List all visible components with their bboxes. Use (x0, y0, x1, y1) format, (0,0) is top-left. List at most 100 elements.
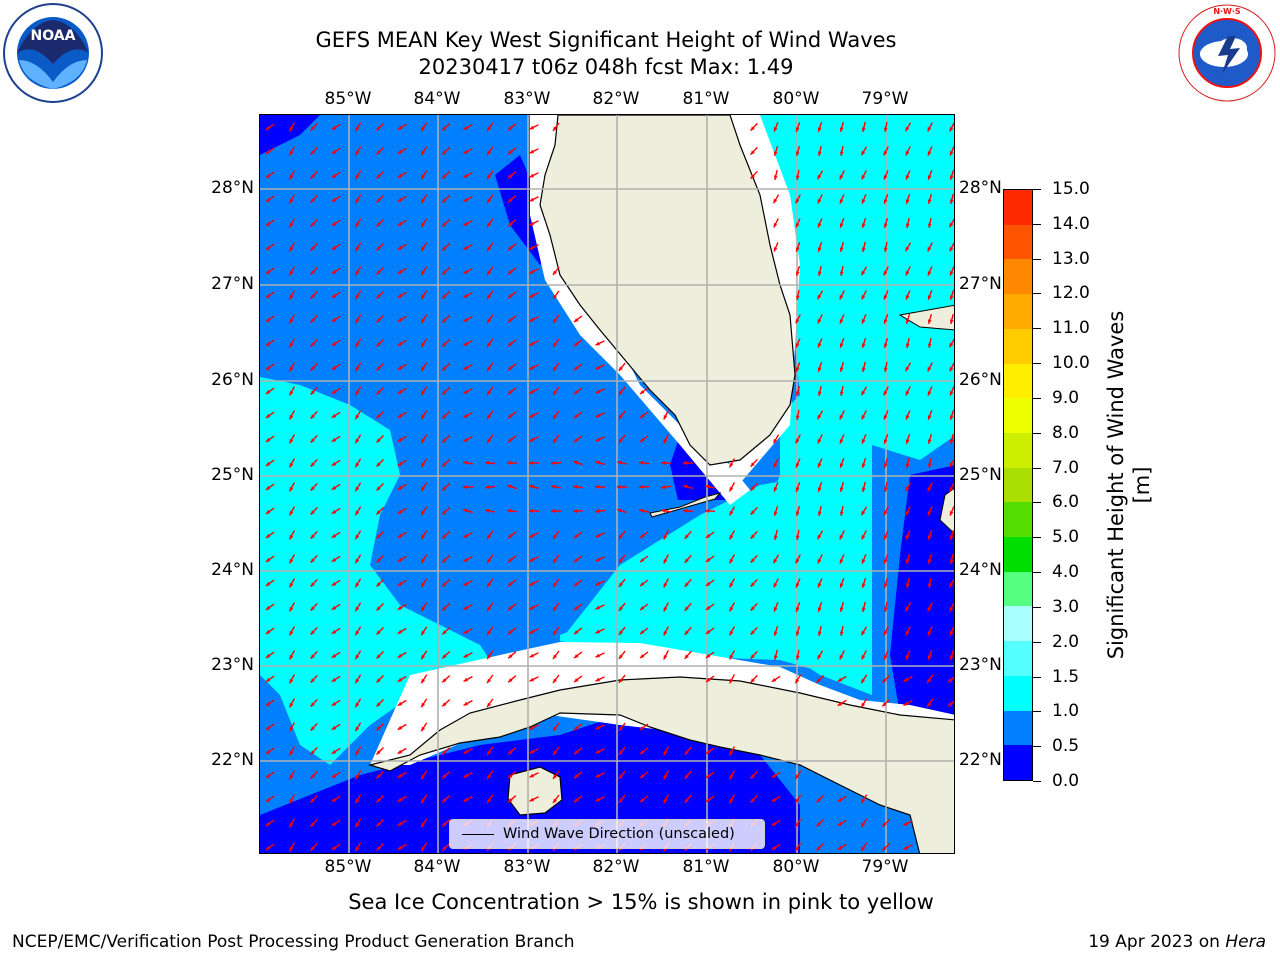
wave-direction-arrow (861, 290, 867, 300)
wave-direction-arrow (288, 122, 296, 132)
wave-direction-arrow (529, 436, 539, 442)
wave-direction-arrow (927, 217, 932, 229)
wave-direction-arrow (795, 194, 801, 204)
wave-direction-arrow (528, 509, 540, 513)
lat-label-right-24n: 24°N (959, 560, 1002, 580)
wave-direction-arrow (397, 339, 407, 347)
wave-direction-arrow (310, 194, 318, 204)
wave-direction-arrow (310, 698, 318, 708)
wave-direction-arrow (376, 819, 384, 827)
wave-direction-arrow (354, 386, 362, 396)
wave-direction-arrow (949, 386, 954, 396)
wave-direction-arrow (927, 650, 933, 660)
wave-direction-arrow (354, 314, 362, 324)
wave-direction-arrow (595, 676, 605, 682)
wave-direction-arrow (265, 123, 275, 131)
wave-direction-arrow (354, 554, 362, 564)
sea-ice-note: Sea Ice Concentration > 15% is shown in … (348, 890, 934, 914)
wave-direction-arrow (529, 316, 539, 322)
wave-direction-arrow (310, 146, 318, 156)
wave-direction-arrow (331, 555, 341, 563)
wave-direction-arrow (265, 843, 275, 851)
wave-direction-arrow (420, 434, 428, 444)
colorbar-tick-label: 5.0 (1052, 527, 1080, 548)
wave-direction-arrow (441, 699, 451, 707)
wave-direction-arrow (420, 458, 428, 468)
lon-label-top-80w: 80°W (772, 89, 820, 109)
wave-direction-arrow (618, 554, 626, 564)
wave-direction-arrow (618, 722, 626, 732)
wave-direction-arrow (463, 555, 473, 563)
colorbar-tick-label: 0.0 (1052, 771, 1080, 791)
wave-direction-arrow (728, 578, 736, 588)
wave-direction-arrow (397, 435, 407, 443)
wave-direction-arrow (288, 362, 296, 372)
wave-direction-arrow (795, 338, 801, 348)
wave-direction-arrow (861, 434, 867, 444)
credit-host: Hera (1225, 932, 1266, 952)
wave-direction-arrow (663, 410, 669, 420)
wave-direction-arrow (817, 578, 823, 588)
wave-direction-arrow (265, 723, 275, 731)
wave-direction-arrow (618, 650, 626, 660)
wave-direction-arrow (927, 266, 933, 276)
wave-direction-arrow (288, 218, 296, 228)
wave-direction-arrow (486, 170, 494, 180)
wave-direction-arrow (441, 747, 451, 755)
wave-direction-arrow (881, 699, 891, 707)
wave-direction-arrow (861, 601, 866, 613)
field-0p0-0p5-nw (260, 115, 320, 155)
wave-direction-arrow (331, 699, 341, 707)
wave-direction-arrow (949, 529, 954, 541)
wave-direction-arrow (705, 747, 715, 755)
wave-direction-arrow (573, 315, 583, 323)
wave-direction-arrow (354, 482, 362, 492)
wave-direction-arrow (860, 794, 868, 804)
wave-direction-arrow (595, 436, 605, 442)
wave-direction-arrow (529, 796, 539, 802)
wave-direction-arrow (660, 461, 672, 465)
wave-direction-arrow (441, 315, 451, 323)
colorbar-tick-label: 8.0 (1052, 422, 1080, 443)
wave-direction-arrow (616, 460, 628, 465)
wave-direction-arrow (573, 363, 583, 371)
wave-direction-arrow (507, 795, 517, 803)
wave-direction-arrow (331, 219, 341, 227)
wave-direction-arrow (927, 386, 933, 396)
wave-direction-arrow (795, 578, 801, 588)
wave-direction-arrow (420, 410, 428, 420)
wave-direction-arrow (331, 651, 341, 659)
wave-direction-arrow (552, 722, 560, 732)
wave-direction-arrow (904, 122, 912, 132)
wave-direction-arrow (618, 770, 626, 780)
wave-direction-arrow (773, 169, 778, 181)
wave-direction-arrow (839, 242, 845, 252)
wave-direction-arrow (529, 244, 539, 250)
wave-direction-arrow (420, 818, 428, 828)
wave-direction-arrow (310, 722, 318, 732)
wave-direction-arrow (704, 484, 716, 489)
wave-direction-arrow (310, 386, 318, 396)
wave-direction-arrow (486, 626, 494, 636)
wave-direction-arrow (376, 507, 384, 515)
wave-direction-arrow (420, 794, 428, 804)
colorbar-segment (1004, 710, 1032, 746)
wave-direction-arrow (420, 626, 428, 636)
wave-direction-arrow (552, 578, 560, 588)
wave-direction-arrow (529, 196, 539, 202)
wave-direction-arrow (595, 724, 605, 730)
lat-label-left-25n: 25°N (211, 465, 254, 485)
wave-direction-arrow (927, 122, 933, 132)
wave-direction-arrow (529, 388, 539, 394)
wave-direction-arrow (949, 289, 954, 301)
wave-direction-arrow (288, 698, 296, 708)
wave-direction-arrow (420, 314, 428, 324)
wave-direction-arrow (397, 411, 407, 419)
wave-direction-arrow (484, 508, 496, 513)
wave-direction-arrow (905, 313, 911, 325)
wave-direction-arrow (420, 218, 428, 228)
wave-direction-arrow (684, 746, 692, 756)
colorbar-tick (1033, 467, 1041, 469)
wave-direction-arrow (354, 722, 362, 732)
wave-direction-arrow (573, 723, 583, 731)
